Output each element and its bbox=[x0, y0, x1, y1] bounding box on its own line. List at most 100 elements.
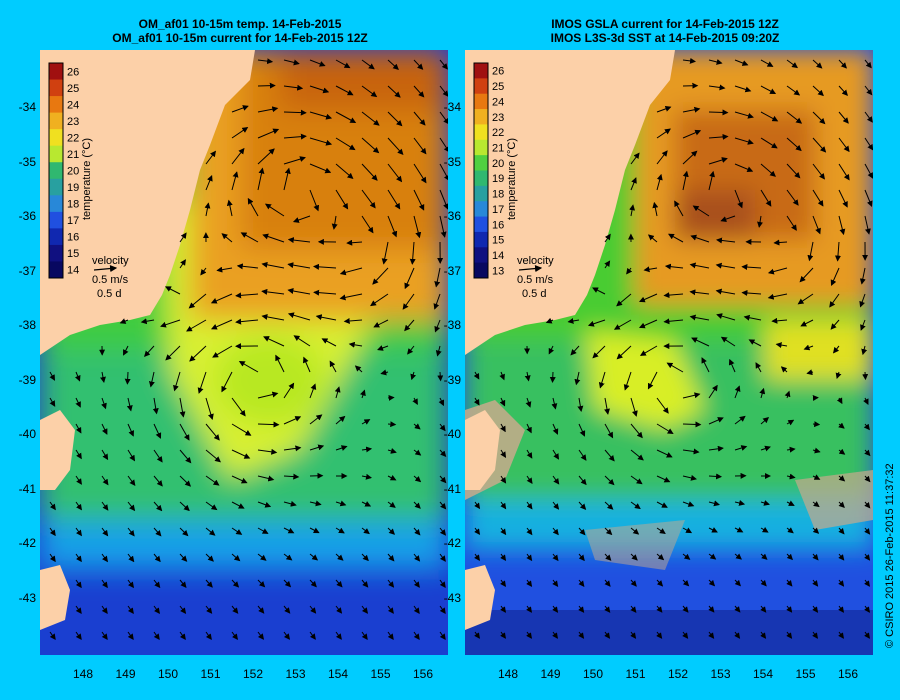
colorbar-tick-label: 16 bbox=[492, 219, 504, 231]
current-vector-arrow bbox=[205, 553, 214, 562]
current-vector-arrow bbox=[204, 202, 211, 217]
current-vector-arrow bbox=[283, 133, 307, 140]
current-vector-arrow bbox=[786, 163, 801, 179]
current-vector-arrow bbox=[153, 449, 163, 463]
current-vector-arrow bbox=[864, 501, 871, 509]
current-vector-arrow bbox=[439, 189, 448, 210]
latitude-tick-label: -43 bbox=[18, 590, 36, 605]
current-vector-arrow bbox=[205, 501, 218, 511]
current-vector-arrow bbox=[361, 631, 368, 641]
current-vector-arrow bbox=[231, 423, 252, 436]
current-vector-arrow bbox=[691, 337, 710, 347]
current-vector-arrow bbox=[830, 319, 840, 330]
current-vector-arrow bbox=[153, 579, 161, 589]
current-vector-arrow bbox=[500, 449, 507, 458]
colorbar-swatch bbox=[49, 96, 63, 114]
current-vector-arrow bbox=[179, 579, 187, 588]
current-vector-arrow bbox=[387, 421, 397, 428]
current-vector-arrow bbox=[812, 215, 821, 235]
current-vector-arrow bbox=[309, 85, 330, 94]
longitude-tick-label: 150 bbox=[157, 667, 179, 681]
current-vector-arrow bbox=[127, 579, 134, 589]
current-vector-arrow bbox=[309, 527, 320, 534]
current-vector-arrow bbox=[283, 473, 300, 480]
current-vector-arrow bbox=[773, 239, 788, 246]
current-vector-arrow bbox=[689, 262, 710, 269]
colorbar-swatch bbox=[49, 129, 63, 147]
current-vector-arrow bbox=[812, 631, 818, 639]
current-vector-arrow bbox=[630, 397, 638, 417]
colorbar-tick-label: 23 bbox=[67, 116, 79, 128]
current-vector-arrow bbox=[283, 416, 302, 425]
current-vector-arrow bbox=[153, 527, 162, 537]
colorbar-swatch bbox=[474, 109, 488, 125]
current-vector-arrow bbox=[413, 527, 421, 536]
current-vector-arrow bbox=[743, 314, 762, 321]
current-vector-arrow bbox=[682, 631, 689, 639]
current-vector-arrow bbox=[760, 579, 767, 587]
current-vector-arrow bbox=[734, 526, 744, 533]
current-vector-arrow bbox=[623, 371, 632, 391]
latitude-tick-label: -34 bbox=[443, 100, 461, 114]
current-vector-arrow bbox=[474, 631, 480, 639]
current-vector-arrow bbox=[210, 293, 233, 304]
current-vector-arrow bbox=[807, 241, 814, 262]
current-vector-arrow bbox=[236, 263, 259, 270]
current-vector-arrow bbox=[387, 215, 398, 238]
current-vector-arrow bbox=[75, 631, 82, 641]
current-vector-arrow bbox=[682, 527, 693, 534]
current-vector-arrow bbox=[786, 215, 797, 231]
current-vector-arrow bbox=[153, 475, 163, 487]
current-vector-arrow bbox=[410, 371, 417, 381]
current-vector-arrow bbox=[212, 345, 233, 358]
current-vector-arrow bbox=[715, 262, 736, 269]
current-vector-arrow bbox=[413, 605, 420, 615]
current-vector-arrow bbox=[812, 447, 821, 454]
current-vector-arrow bbox=[734, 189, 743, 209]
current-vector-arrow bbox=[75, 397, 81, 408]
current-vector-arrow bbox=[409, 241, 416, 265]
current-vector-arrow bbox=[438, 397, 445, 407]
current-vector-arrow bbox=[760, 163, 776, 177]
current-vector-arrow bbox=[578, 579, 585, 587]
current-vector-arrow bbox=[140, 318, 155, 325]
current-vector-arrow bbox=[835, 371, 842, 380]
current-vector-arrow bbox=[860, 319, 866, 331]
current-vector-arrow bbox=[439, 111, 448, 125]
latitude-tick-label: -37 bbox=[443, 263, 461, 278]
current-vector-arrow bbox=[361, 111, 380, 126]
current-vector-arrow bbox=[592, 345, 606, 359]
current-vector-arrow bbox=[370, 293, 389, 307]
current-vector-arrow bbox=[283, 500, 297, 507]
current-vector-arrow bbox=[404, 267, 415, 290]
left-title-line2: OM_af01 10-15m current for 14-Feb-2015 1… bbox=[112, 31, 368, 45]
colorbar-tick-label: 23 bbox=[492, 112, 504, 124]
current-vector-arrow bbox=[525, 397, 532, 408]
current-vector-arrow bbox=[387, 501, 396, 508]
current-vector-arrow bbox=[760, 416, 770, 425]
longitude-tick-label: 152 bbox=[242, 667, 264, 681]
right-velocity-speed: 0.5 m/s bbox=[517, 274, 554, 286]
current-vector-arrow bbox=[786, 553, 794, 561]
colorbar-swatch bbox=[474, 78, 488, 95]
current-vector-arrow bbox=[708, 631, 715, 639]
current-vector-arrow bbox=[257, 475, 275, 482]
current-vector-arrow bbox=[864, 85, 873, 96]
current-vector-arrow bbox=[838, 501, 845, 509]
current-vector-arrow bbox=[179, 259, 186, 269]
current-vector-arrow bbox=[372, 267, 389, 285]
current-vector-arrow bbox=[864, 449, 871, 457]
current-vector-arrow bbox=[413, 85, 425, 98]
current-vector-arrow bbox=[786, 137, 802, 152]
current-vector-arrow bbox=[578, 605, 585, 613]
colorbar-tick-label: 14 bbox=[67, 265, 79, 277]
current-vector-arrow bbox=[604, 397, 610, 415]
current-vector-arrow bbox=[786, 527, 794, 534]
current-vector-arrow bbox=[361, 59, 375, 70]
current-vector-arrow bbox=[500, 631, 506, 639]
current-vector-arrow bbox=[309, 631, 316, 640]
current-vector-arrow bbox=[708, 553, 717, 560]
current-vector-arrow bbox=[526, 449, 533, 459]
current-vector-arrow bbox=[205, 397, 214, 421]
current-vector-arrow bbox=[720, 215, 736, 222]
